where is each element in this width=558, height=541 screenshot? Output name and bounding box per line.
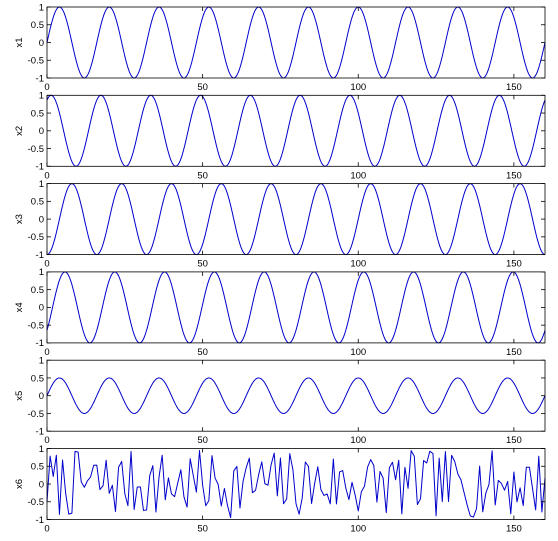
y-tick-label: 0 [39, 214, 44, 225]
plot-frame [46, 94, 546, 167]
x-tick-label: 0 [44, 82, 49, 93]
x-tick-label: 50 [197, 82, 208, 93]
x-tick-label: 100 [350, 82, 366, 93]
series-line-x5 [46, 377, 546, 414]
x-tick-label: 100 [350, 170, 366, 181]
y-tick-label: 0.5 [31, 285, 44, 296]
x-tick-label: 150 [506, 524, 522, 535]
x-tick-label: 100 [350, 524, 366, 535]
series-line-x3 [46, 183, 546, 256]
x-tick-label: 100 [350, 259, 366, 270]
y-tick-label: 1 [39, 179, 44, 190]
x-tick-label: 0 [44, 347, 49, 358]
y-axis-label-x5: x5 [14, 391, 25, 401]
y-tick-label: -0.5 [28, 232, 44, 243]
x-tick-label: 150 [506, 82, 522, 93]
plot-frame [46, 448, 546, 520]
x-tick-label: 150 [506, 259, 522, 270]
y-tick-label: -0.5 [28, 497, 44, 508]
x-tick-label: 50 [197, 435, 208, 446]
y-tick-label: -0.5 [28, 320, 44, 331]
x-tick-label: 0 [44, 259, 49, 270]
x-tick-label: 50 [197, 347, 208, 358]
y-tick-label: 0.5 [31, 462, 44, 473]
y-tick-label: 0.5 [31, 197, 44, 208]
series-line-x1 [46, 6, 546, 79]
x-tick-label: 150 [506, 170, 522, 181]
series-line-x2 [46, 94, 546, 167]
y-tick-label: -1 [36, 73, 44, 84]
y-tick-label: 1 [39, 91, 44, 102]
y-tick-label: 0 [39, 391, 44, 402]
y-tick-label: -0.5 [28, 56, 44, 67]
y-tick-label: -0.5 [28, 144, 44, 155]
y-tick-label: -1 [36, 162, 44, 173]
x-tick-label: 100 [350, 347, 366, 358]
x-tick-label: 0 [44, 524, 49, 535]
y-axis-label-x2: x2 [14, 126, 25, 136]
y-tick-label: -1 [36, 427, 44, 438]
y-tick-label: 0 [39, 479, 44, 490]
x-tick-label: 50 [197, 259, 208, 270]
y-tick-label: 0.5 [31, 108, 44, 119]
plot-frame [46, 271, 546, 344]
x-tick-label: 50 [197, 524, 208, 535]
y-tick-label: 0.5 [31, 373, 44, 384]
y-tick-label: 1 [39, 2, 44, 13]
y-tick-label: 1 [39, 267, 44, 278]
y-axis-label-x4: x4 [14, 302, 25, 312]
y-tick-label: 0.5 [31, 20, 44, 31]
y-axis-label-x1: x1 [14, 37, 25, 47]
x-tick-label: 150 [506, 435, 522, 446]
y-axis-label-x6: x6 [14, 479, 25, 489]
y-tick-label: -1 [36, 338, 44, 349]
x-tick-label: 50 [197, 170, 208, 181]
series-line-x4 [46, 271, 546, 344]
y-tick-label: 0 [39, 303, 44, 314]
x-tick-label: 0 [44, 170, 49, 181]
y-tick-label: -1 [36, 515, 44, 526]
plot-frame [46, 183, 546, 256]
y-tick-label: -1 [36, 250, 44, 261]
series-line-x6 [46, 450, 546, 519]
y-tick-label: -0.5 [28, 409, 44, 420]
x-tick-label: 0 [44, 435, 49, 446]
y-tick-label: 1 [39, 444, 44, 455]
y-tick-label: 1 [39, 356, 44, 367]
y-tick-label: 0 [39, 38, 44, 49]
y-axis-label-x3: x3 [14, 214, 25, 224]
y-tick-label: 0 [39, 126, 44, 137]
x-tick-label: 150 [506, 347, 522, 358]
x-tick-label: 100 [350, 435, 366, 446]
